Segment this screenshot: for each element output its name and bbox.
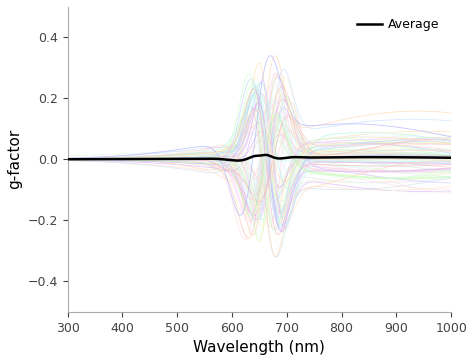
Legend: Average: Average <box>352 13 445 36</box>
X-axis label: Wavelength (nm): Wavelength (nm) <box>193 340 325 355</box>
Line: Average: Average <box>68 155 451 161</box>
Average <box>274 156 280 160</box>
Average <box>248 155 254 160</box>
Average <box>250 154 255 159</box>
Average <box>263 153 269 157</box>
Average <box>294 155 300 159</box>
Average <box>448 156 454 160</box>
Average <box>441 156 447 160</box>
Y-axis label: g-factor: g-factor <box>7 129 22 189</box>
Average <box>381 155 386 159</box>
Average <box>65 157 71 161</box>
Average <box>235 159 240 163</box>
